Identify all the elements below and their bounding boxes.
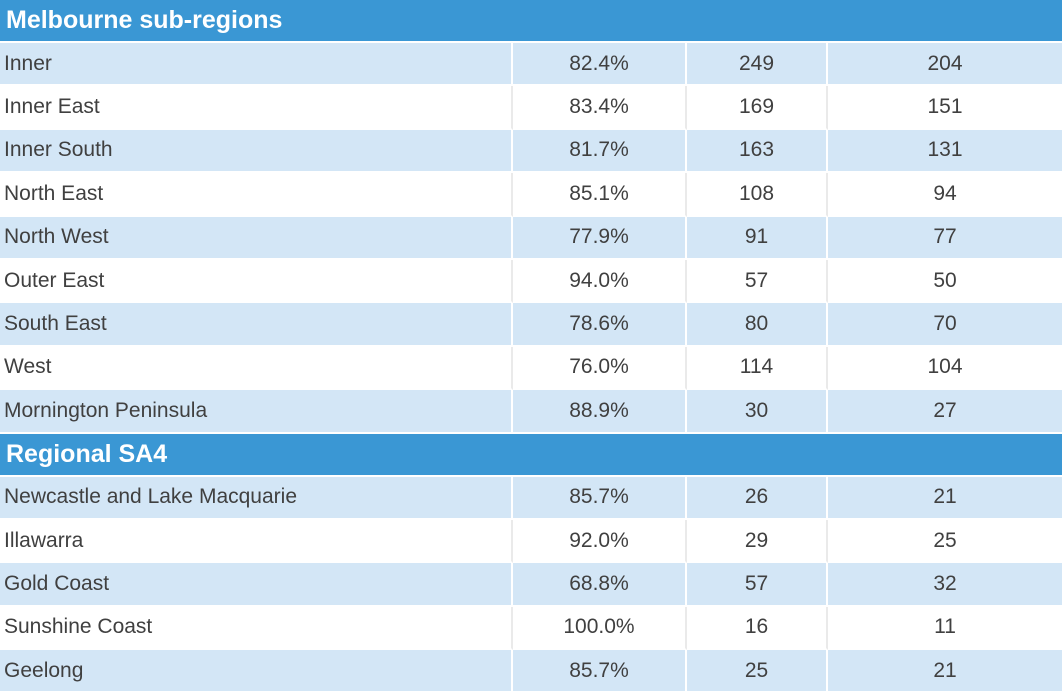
section-header: Regional SA4 [0,433,1062,477]
count-cell: 114 [687,346,828,391]
table-row: North East 85.1% 108 94 [0,173,1062,217]
count-cell: 21 [828,650,1062,693]
table-row: Inner South 81.7% 163 131 [0,129,1062,174]
count-cell: 249 [687,43,828,87]
percent-cell: 76.0% [513,346,687,391]
count-cell: 108 [687,173,828,217]
count-cell: 94 [828,173,1062,217]
region-name-cell: Newcastle and Lake Macquarie [0,476,513,520]
count-cell: 57 [687,563,828,607]
count-cell: 151 [828,86,1062,130]
percent-cell: 100.0% [513,606,687,651]
region-name-cell: South East [0,303,513,347]
count-cell: 25 [828,519,1062,564]
region-name-cell: Inner South [0,129,513,174]
percent-cell: 85.7% [513,650,687,693]
table-row: Inner 82.4% 249 204 [0,43,1062,87]
count-cell: 204 [828,43,1062,87]
count-cell: 30 [687,390,828,434]
percent-cell: 81.7% [513,129,687,174]
table-row: South East 78.6% 80 70 [0,303,1062,347]
percent-cell: 92.0% [513,519,687,564]
count-cell: 50 [828,259,1062,304]
table-row: Mornington Peninsula 88.9% 30 27 [0,390,1062,434]
region-name-cell: Geelong [0,650,513,693]
count-cell: 104 [828,346,1062,391]
count-cell: 163 [687,129,828,174]
count-cell: 26 [687,476,828,520]
table-row: North West 77.9% 91 77 [0,216,1062,260]
count-cell: 77 [828,216,1062,260]
section-header: Melbourne sub-regions [0,0,1062,43]
region-name-cell: Sunshine Coast [0,606,513,651]
region-name-cell: Gold Coast [0,563,513,607]
section-title: Regional SA4 [0,433,1062,477]
count-cell: 21 [828,476,1062,520]
table-row: Gold Coast 68.8% 57 32 [0,563,1062,607]
region-name-cell: West [0,346,513,391]
percent-cell: 85.7% [513,476,687,520]
count-cell: 131 [828,129,1062,174]
percent-cell: 94.0% [513,259,687,304]
percent-cell: 77.9% [513,216,687,260]
region-name-cell: North West [0,216,513,260]
count-cell: 169 [687,86,828,130]
count-cell: 16 [687,606,828,651]
percent-cell: 85.1% [513,173,687,217]
percent-cell: 88.9% [513,390,687,434]
count-cell: 25 [687,650,828,693]
percent-cell: 83.4% [513,86,687,130]
table-row: Outer East 94.0% 57 50 [0,259,1062,304]
percent-cell: 78.6% [513,303,687,347]
region-name-cell: Outer East [0,259,513,304]
table-row: Geelong 85.7% 25 21 [0,650,1062,693]
count-cell: 70 [828,303,1062,347]
percent-cell: 68.8% [513,563,687,607]
region-name-cell: Mornington Peninsula [0,390,513,434]
table-row: Illawarra 92.0% 29 25 [0,519,1062,564]
count-cell: 11 [828,606,1062,651]
count-cell: 29 [687,519,828,564]
count-cell: 91 [687,216,828,260]
count-cell: 80 [687,303,828,347]
table-row: West 76.0% 114 104 [0,346,1062,391]
section-title: Melbourne sub-regions [0,0,1062,43]
region-name-cell: Inner East [0,86,513,130]
percent-cell: 82.4% [513,43,687,87]
table-row: Sunshine Coast 100.0% 16 11 [0,606,1062,651]
table-row: Newcastle and Lake Macquarie 85.7% 26 21 [0,476,1062,520]
count-cell: 32 [828,563,1062,607]
count-cell: 57 [687,259,828,304]
region-name-cell: Illawarra [0,519,513,564]
region-name-cell: Inner [0,43,513,87]
region-name-cell: North East [0,173,513,217]
count-cell: 27 [828,390,1062,434]
table-row: Inner East 83.4% 169 151 [0,86,1062,130]
